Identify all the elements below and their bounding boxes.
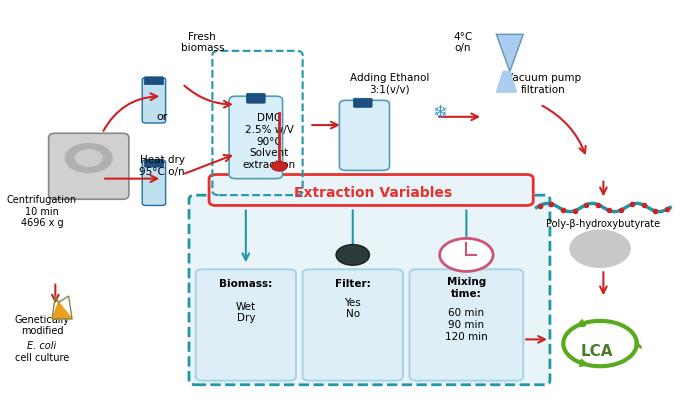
Text: Fresh
biomass: Fresh biomass [181, 32, 224, 54]
FancyBboxPatch shape [339, 100, 390, 171]
Text: 4°C
o/n: 4°C o/n [453, 32, 473, 54]
Text: Wet
Dry: Wet Dry [236, 302, 256, 323]
Text: Genetically
modified: Genetically modified [14, 315, 69, 348]
Text: Mixing
time:: Mixing time: [447, 277, 486, 299]
FancyBboxPatch shape [142, 160, 166, 205]
Circle shape [336, 244, 369, 265]
FancyBboxPatch shape [410, 269, 523, 381]
FancyBboxPatch shape [145, 77, 164, 85]
FancyBboxPatch shape [142, 78, 166, 123]
FancyBboxPatch shape [229, 96, 283, 178]
Polygon shape [497, 34, 523, 71]
Text: Poly-β-hydroxybutyrate: Poly-β-hydroxybutyrate [547, 219, 660, 229]
Text: Adding Ethanol
3:1(v/v): Adding Ethanol 3:1(v/v) [350, 73, 429, 95]
Polygon shape [497, 71, 516, 92]
Text: Extraction Variables: Extraction Variables [294, 186, 452, 200]
Text: ❄: ❄ [432, 104, 447, 122]
Text: E. coli: E. coli [27, 341, 57, 351]
FancyBboxPatch shape [209, 175, 533, 205]
Text: LCA: LCA [580, 344, 613, 359]
Circle shape [440, 238, 493, 271]
Circle shape [271, 161, 287, 171]
Text: cell culture: cell culture [15, 353, 69, 363]
FancyBboxPatch shape [353, 98, 372, 107]
Text: 60 min
90 min
120 min: 60 min 90 min 120 min [445, 308, 488, 342]
Text: Biomass:: Biomass: [219, 279, 273, 289]
Text: Filter:: Filter: [335, 279, 371, 289]
Circle shape [75, 150, 102, 166]
Polygon shape [52, 302, 72, 319]
FancyBboxPatch shape [247, 93, 265, 103]
Text: Heat dry
95°C o/n: Heat dry 95°C o/n [140, 156, 185, 177]
Circle shape [570, 230, 630, 267]
Text: Yes
No: Yes No [345, 298, 361, 319]
FancyBboxPatch shape [196, 269, 296, 381]
FancyBboxPatch shape [303, 269, 403, 381]
Circle shape [65, 144, 112, 173]
Text: Centrifugation
10 min
4696 x g: Centrifugation 10 min 4696 x g [7, 195, 77, 228]
FancyBboxPatch shape [145, 159, 164, 167]
FancyBboxPatch shape [49, 133, 129, 199]
FancyBboxPatch shape [189, 195, 550, 385]
Text: or: or [157, 112, 168, 122]
Text: Vacuum pump
filtration: Vacuum pump filtration [506, 73, 581, 95]
Text: DMC
2.5% w/V
90°C
Solvent
extraction: DMC 2.5% w/V 90°C Solvent extraction [242, 113, 296, 170]
